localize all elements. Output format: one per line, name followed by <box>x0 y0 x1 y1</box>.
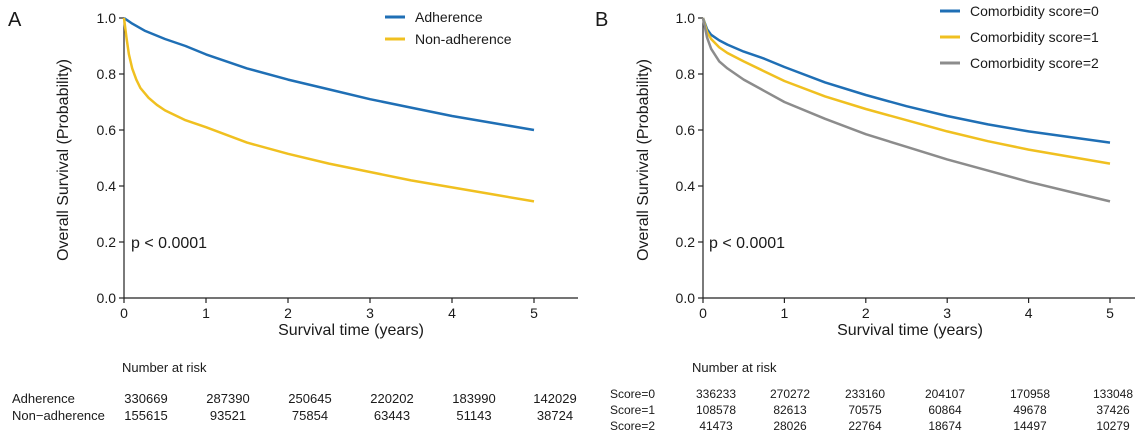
panel-a-y-tick-label: 1.0 <box>97 10 117 26</box>
panel-b-risk-row-label: Score=0 <box>610 387 655 401</box>
panel-b-risk-cell: 108578 <box>696 403 736 417</box>
panel-b-risk-cell: 18674 <box>928 419 962 433</box>
panel-b-risk-cell: 170958 <box>1010 387 1050 401</box>
panel-a-risk-cell: 330669 <box>124 391 167 406</box>
panel-a-series-1-line <box>122 17 535 203</box>
panel-a-x-tick-label: 1 <box>202 305 210 321</box>
panel-a-y-tick-label: 0.0 <box>97 290 117 306</box>
panel-b-risk-cell: 49678 <box>1013 403 1047 417</box>
panel-b-risk-cell: 14497 <box>1013 419 1047 433</box>
panel-b-legend-label-2: Comorbidity score=2 <box>970 55 1099 71</box>
panel-b-legend: Comorbidity score=0 Comorbidity score=1 Co… <box>940 3 1099 71</box>
panel-b-legend-label-0: Comorbidity score=0 <box>970 3 1099 19</box>
panel-a-risk-cell: 75854 <box>292 408 328 423</box>
panel-a-legend: Adherence Non-adherence <box>385 9 512 47</box>
panel-b-x-tick-label: 1 <box>781 305 789 321</box>
panel-a: A Overall Survival (Probability) Surviva… <box>8 9 578 423</box>
panel-b-risk-cell: 204107 <box>925 387 965 401</box>
panel-b-y-tick-label: 0.0 <box>676 290 696 306</box>
panel-b-label: B <box>595 9 608 31</box>
panel-b-x-tick-label: 5 <box>1106 305 1114 321</box>
panel-a-y-tick-label: 0.4 <box>97 178 117 194</box>
panel-a-risk-cell: 51143 <box>456 408 491 423</box>
panel-a-x-tick-label: 0 <box>120 305 128 321</box>
panel-b-x-tick-label: 2 <box>862 305 870 321</box>
panel-a-series-0-line <box>123 16 535 132</box>
panel-b-xlabel: Survival time (years) <box>837 322 983 339</box>
panel-b-ylabel: Overall Survival (Probability) <box>635 59 652 261</box>
panel-b-series-1-line <box>701 17 1111 165</box>
panel-b-risk-cell: 10279 <box>1096 419 1130 433</box>
panel-a-risk-row-label: Non−adherence <box>12 408 105 423</box>
panel-a-legend-label-0: Adherence <box>415 9 483 25</box>
panel-b-risk-cell: 233160 <box>845 387 885 401</box>
panel-a-xlabel: Survival time (years) <box>278 322 424 339</box>
panel-b-risk-cell: 41473 <box>699 419 733 433</box>
panel-a-y-tick-label: 0.6 <box>97 122 117 138</box>
panel-b: B Overall Survival (Probability) Surviva… <box>595 3 1135 433</box>
panel-a-ylabel: Overall Survival (Probability) <box>55 59 72 261</box>
panel-b-series-0-line <box>701 17 1111 144</box>
panel-b-risk-cell: 60864 <box>928 403 962 417</box>
panel-b-y-tick-label: 0.8 <box>676 66 696 82</box>
panel-a-plot: 0.0 0.2 0.4 0.6 0.8 1.0 0 1 2 3 4 5 <box>97 10 578 321</box>
panel-b-risk-row-label: Score=1 <box>610 403 655 417</box>
panel-a-risk-table: Adherence 330669 287390 250645 220202 183990 1… <box>12 391 577 423</box>
panel-a-risk-row-label: Adherence <box>12 391 75 406</box>
panel-b-risk-title: Number at risk <box>692 360 777 375</box>
panel-a-risk-cell: 250645 <box>288 391 331 406</box>
panel-a-x-tick-label: 4 <box>448 305 456 321</box>
panel-a-risk-cell: 38724 <box>537 408 573 423</box>
panel-b-risk-cell: 336233 <box>696 387 736 401</box>
panel-a-risk-cell: 142029 <box>533 391 576 406</box>
panel-b-risk-cell: 133048 <box>1093 387 1133 401</box>
panel-b-x-tick-label: 0 <box>699 305 707 321</box>
panel-b-y-tick-label: 0.2 <box>676 234 696 250</box>
panel-b-y-tick-label: 0.6 <box>676 122 696 138</box>
panel-b-y-tick-label: 0.4 <box>676 178 696 194</box>
panel-b-risk-row-label: Score=2 <box>610 419 655 433</box>
panel-b-series-2-line <box>701 17 1111 203</box>
panel-a-pvalue: p < 0.0001 <box>131 235 207 252</box>
panel-b-risk-cell: 70575 <box>848 403 882 417</box>
panel-a-risk-cell: 287390 <box>206 391 249 406</box>
panel-a-risk-cell: 93521 <box>210 408 246 423</box>
panel-a-label: A <box>8 9 22 31</box>
panel-b-risk-cell: 37426 <box>1096 403 1130 417</box>
panel-b-risk-cell: 82613 <box>773 403 807 417</box>
panel-b-legend-label-1: Comorbidity score=1 <box>970 29 1099 45</box>
panel-b-y-tick-label: 1.0 <box>676 10 696 26</box>
panel-a-legend-label-1: Non-adherence <box>415 31 512 47</box>
panel-a-risk-cell: 155615 <box>124 408 167 423</box>
panel-a-y-tick-label: 0.8 <box>97 66 117 82</box>
panel-a-x-tick-label: 3 <box>366 305 374 321</box>
panel-b-risk-table: Score=0 336233 270272 233160 204107 170958 133… <box>610 387 1133 433</box>
panel-a-risk-title: Number at risk <box>122 360 207 375</box>
panel-a-risk-cell: 220202 <box>370 391 413 406</box>
panel-b-risk-cell: 28026 <box>773 419 807 433</box>
panel-a-x-tick-label: 5 <box>530 305 538 321</box>
panel-b-risk-cell: 22764 <box>848 419 882 433</box>
panel-b-pvalue: p < 0.0001 <box>709 235 785 252</box>
panel-a-risk-cell: 63443 <box>374 408 410 423</box>
panel-b-risk-cell: 270272 <box>770 387 810 401</box>
panel-a-y-tick-label: 0.2 <box>97 234 117 250</box>
panel-b-plot: 0.0 0.2 0.4 0.6 0.8 1.0 0 1 2 3 4 5 <box>676 10 1135 321</box>
panel-a-risk-cell: 183990 <box>452 391 495 406</box>
panel-b-x-tick-label: 3 <box>943 305 951 321</box>
panel-a-x-tick-label: 2 <box>284 305 292 321</box>
panel-b-x-tick-label: 4 <box>1025 305 1033 321</box>
